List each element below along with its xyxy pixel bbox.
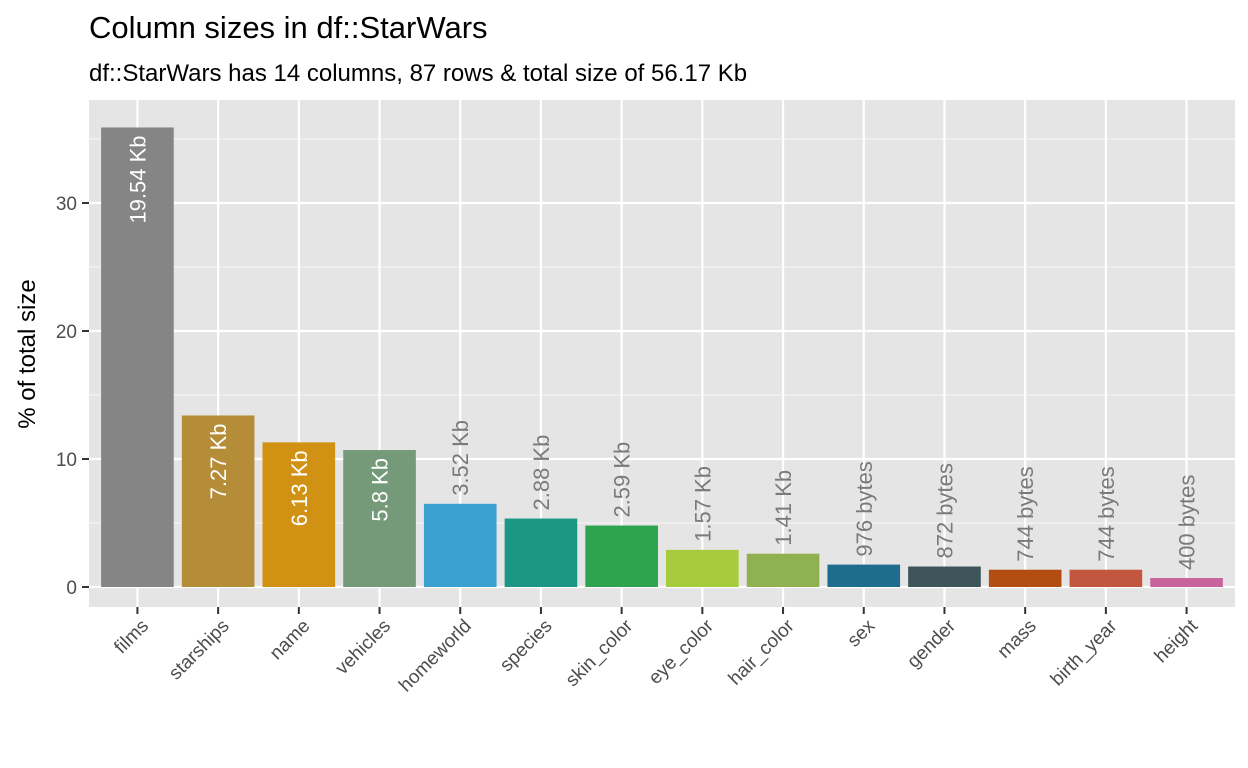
bar-label: 400 bytes xyxy=(1175,475,1200,570)
bar-mass xyxy=(988,569,1062,587)
bar-label: 5.8 Kb xyxy=(368,458,393,522)
x-tick-label: skin_color xyxy=(562,615,638,691)
bar-films xyxy=(101,127,174,587)
bar-label: 872 bytes xyxy=(932,463,957,558)
bars xyxy=(101,127,1223,587)
bar-label: 2.59 Kb xyxy=(610,442,635,518)
y-axis: 0 10 20 30 xyxy=(56,194,89,599)
bar-vehicles xyxy=(343,450,416,587)
bar-eye_color xyxy=(666,549,739,587)
x-tick-label: mass xyxy=(994,616,1041,663)
bar-homeworld xyxy=(423,503,497,587)
x-tick-label: species xyxy=(496,616,556,676)
x-axis: films starships name vehicles homeworld speci… xyxy=(110,607,1203,697)
bar-birth_year xyxy=(1069,569,1143,587)
y-axis-label: % of total size xyxy=(14,279,41,428)
bar-hair_color xyxy=(746,553,820,587)
bar-labels: 19.54 Kb 7.27 Kb 6.13 Kb 5.8 Kb 3.52 Kb 2.88 … xyxy=(125,135,1199,570)
x-tick-label: homeworld xyxy=(395,616,476,697)
chart-title: Column sizes in df::StarWars xyxy=(89,10,488,45)
x-tick-label: height xyxy=(1151,615,1203,667)
bar-species xyxy=(504,518,578,587)
bar-skin_color xyxy=(585,525,658,587)
y-tick-label: 30 xyxy=(56,194,77,215)
plot-panel xyxy=(89,100,1235,607)
x-tick-label: eye_color xyxy=(645,615,719,689)
bar-label: 3.52 Kb xyxy=(448,420,473,496)
x-tick-label: starships xyxy=(165,616,234,685)
chart-subtitle: df::StarWars has 14 columns, 87 rows & t… xyxy=(89,60,748,87)
bar-label: 1.57 Kb xyxy=(690,466,715,542)
x-tick-label: vehicles xyxy=(332,616,395,679)
bar-starships xyxy=(181,415,255,587)
bar-label: 7.27 Kb xyxy=(206,423,231,499)
bar-label: 744 bytes xyxy=(1094,466,1119,561)
x-tick-label: films xyxy=(110,616,152,658)
x-tick-label: birth_year xyxy=(1047,615,1122,690)
bar-label: 2.88 Kb xyxy=(529,435,554,511)
bar-gender xyxy=(908,566,981,587)
bar-label: 976 bytes xyxy=(852,461,877,556)
x-tick-label: hair_color xyxy=(725,615,799,689)
y-tick-label: 20 xyxy=(56,322,77,343)
x-tick-label: gender xyxy=(903,615,960,672)
bar-height xyxy=(1150,578,1223,587)
bar-label: 6.13 Kb xyxy=(287,450,312,526)
bar-label: 1.41 Kb xyxy=(771,470,796,546)
bar-label: 19.54 Kb xyxy=(125,135,150,223)
bar-name xyxy=(262,442,336,587)
bar-label: 744 bytes xyxy=(1013,466,1038,561)
x-tick-label: sex xyxy=(844,615,880,651)
bar-sex xyxy=(827,564,901,587)
y-tick-label: 10 xyxy=(56,450,77,471)
y-tick-label: 0 xyxy=(66,578,77,599)
x-tick-label: name xyxy=(266,616,314,664)
